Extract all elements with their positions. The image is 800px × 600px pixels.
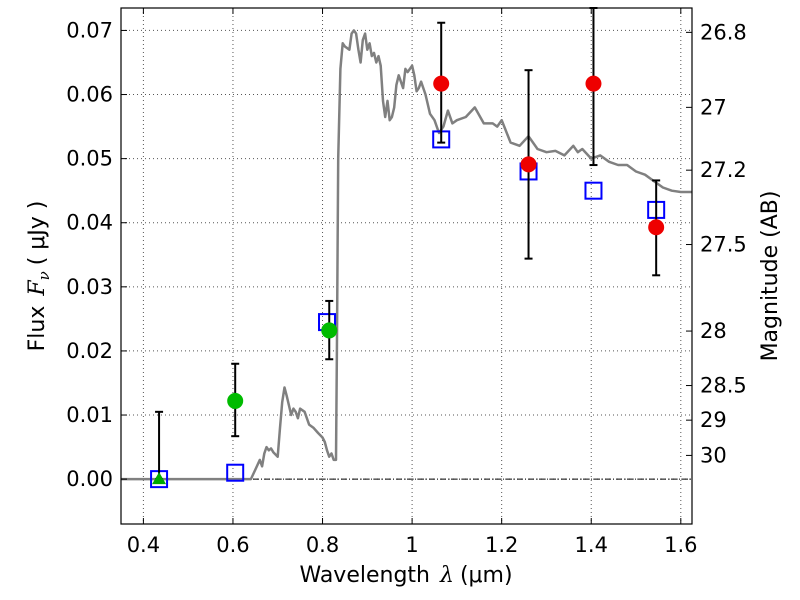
model-flux-square bbox=[584, 181, 603, 200]
right-axis-title: Magnitude (AB) bbox=[758, 191, 783, 362]
magnitude-tick-label: 28.5 bbox=[700, 374, 747, 398]
observed-flux-point bbox=[585, 75, 602, 92]
x-tick-label: 1.2 bbox=[485, 533, 518, 557]
y-tick-label: 0.04 bbox=[66, 211, 113, 235]
y-tick-label: 0.00 bbox=[66, 467, 113, 491]
x-axis-title-word: Wavelength bbox=[299, 563, 430, 588]
y-axis-title-symbol: F bbox=[25, 280, 50, 297]
observed-flux-point bbox=[433, 75, 450, 92]
y-axis-title: Flux Fν ( μJy ) bbox=[25, 201, 53, 352]
observed-flux-point bbox=[227, 392, 244, 409]
x-axis-title-unit: (μm) bbox=[460, 563, 513, 588]
data-layer bbox=[121, 7, 692, 489]
axes-frame bbox=[120, 7, 693, 525]
x-tick-label: 0.6 bbox=[216, 533, 249, 557]
magnitude-tick-label: 28 bbox=[700, 319, 727, 343]
y-tick-label: 0.06 bbox=[66, 83, 113, 107]
y-tick-label: 0.01 bbox=[66, 403, 113, 427]
model-spectrum-line bbox=[121, 29, 692, 481]
plot-frame bbox=[120, 7, 693, 525]
y-axis-title-unit: ( μJy ) bbox=[25, 201, 50, 266]
y-tick-label: 0.05 bbox=[66, 147, 113, 171]
observed-flux-point bbox=[520, 156, 537, 173]
x-axis-title-symbol: λ bbox=[439, 563, 454, 588]
y-axis-title-subscript: ν bbox=[35, 271, 53, 280]
y-axis-title-word: Flux bbox=[25, 306, 50, 352]
observed-flux-point bbox=[648, 219, 665, 236]
magnitude-tick-label: 29 bbox=[700, 408, 727, 432]
magnitude-tick-label: 30 bbox=[700, 443, 727, 467]
tick-labels: 0.4 0.6 0.8 1 1.2 1.4 1.6 0.00 0.01 0.02 0.03 0.04 0… bbox=[66, 18, 747, 557]
upper-limit-triangle bbox=[152, 472, 167, 485]
y-tick-label: 0.02 bbox=[66, 339, 113, 363]
y-tick-label: 0.03 bbox=[66, 275, 113, 299]
magnitude-tick-label: 27 bbox=[700, 95, 727, 119]
y-tick-label: 0.07 bbox=[66, 18, 113, 42]
x-tick-label: 0.4 bbox=[127, 533, 160, 557]
x-axis-title: Wavelength λ (μm) bbox=[299, 563, 512, 588]
x-tick-label: 1.6 bbox=[664, 533, 697, 557]
x-tick-label: 1 bbox=[405, 533, 418, 557]
magnitude-tick-label: 27.5 bbox=[700, 233, 747, 257]
magnitude-tick-label: 27.2 bbox=[700, 158, 747, 182]
model-flux-square bbox=[226, 463, 245, 482]
x-tick-label: 1.4 bbox=[575, 533, 608, 557]
magnitude-tick-label: 26.8 bbox=[700, 20, 747, 44]
x-tick-label: 0.8 bbox=[306, 533, 339, 557]
observed-flux-point bbox=[321, 322, 338, 339]
